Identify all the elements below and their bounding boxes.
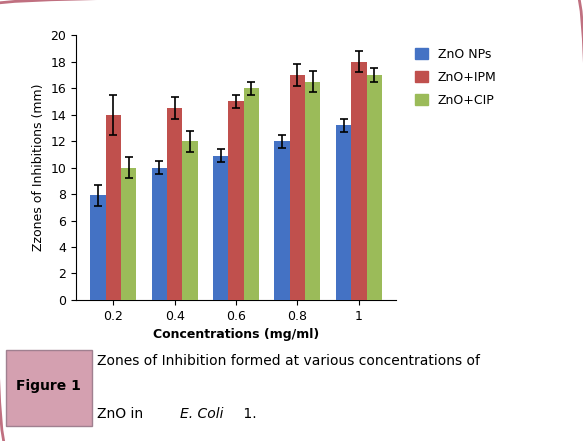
X-axis label: Concentrations (mg/ml): Concentrations (mg/ml) [153, 328, 319, 341]
Bar [229, 101, 244, 300]
Bar [336, 125, 351, 300]
Legend: ZnO NPs, ZnO+IPM, ZnO+CIP: ZnO NPs, ZnO+IPM, ZnO+CIP [409, 41, 503, 113]
FancyBboxPatch shape [6, 350, 92, 426]
Bar [367, 75, 382, 300]
Bar [244, 88, 259, 300]
Bar [305, 82, 321, 300]
Text: E. Coli: E. Coli [180, 407, 224, 422]
Bar [121, 168, 136, 300]
Bar [351, 62, 367, 300]
Bar [167, 108, 182, 300]
Text: ZnO in: ZnO in [97, 407, 147, 422]
Y-axis label: Zzones of Inhibitions (mm): Zzones of Inhibitions (mm) [31, 84, 45, 251]
Bar [90, 195, 106, 300]
Text: 1.: 1. [239, 407, 257, 422]
Text: Zones of Inhibition formed at various concentrations of: Zones of Inhibition formed at various co… [97, 354, 480, 368]
Bar [213, 156, 229, 300]
Bar [182, 141, 198, 300]
Bar [290, 75, 305, 300]
Bar [106, 115, 121, 300]
Bar [152, 168, 167, 300]
Text: Figure 1: Figure 1 [16, 379, 81, 393]
Bar [275, 141, 290, 300]
